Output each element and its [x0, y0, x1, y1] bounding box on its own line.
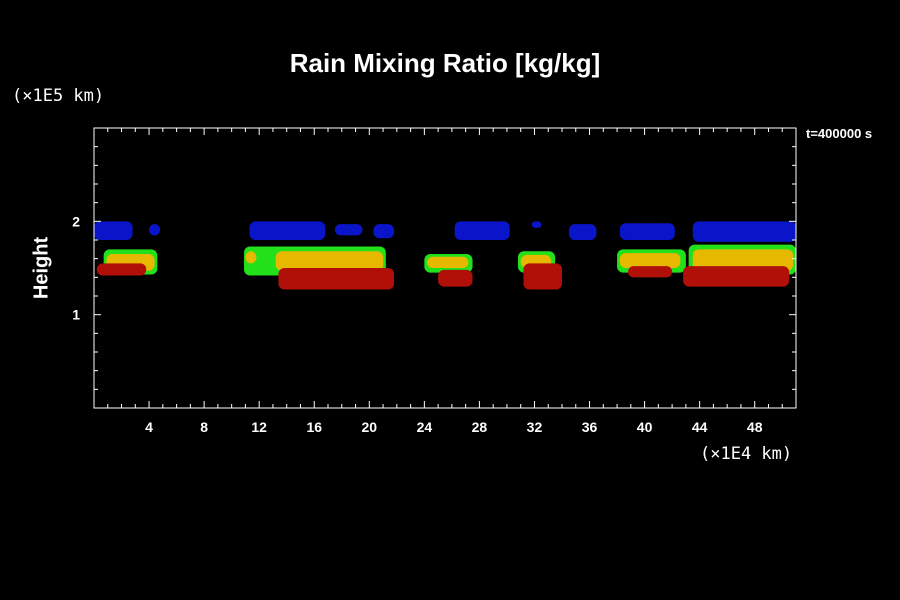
x-tick-label: 24 [417, 419, 433, 435]
contour-region-blue [94, 221, 133, 240]
contour-region-red [438, 269, 473, 287]
contour-region-yellow [275, 251, 384, 271]
x-axis-unit-label: (×1E4 km) [700, 444, 793, 464]
contour-region-blue [334, 224, 363, 236]
y-tick-label: 1 [72, 307, 80, 323]
contour-region-red [96, 263, 147, 276]
x-tick-label: 8 [200, 419, 208, 435]
contour-region-blue [249, 221, 326, 240]
contour-region-blue [619, 223, 675, 240]
contour-region-blue [149, 224, 161, 236]
x-tick-label: 28 [472, 419, 488, 435]
contour-region-yellow [619, 253, 681, 268]
y-axis-unit-label: (×1E5 km) [12, 86, 105, 106]
contour-region-blue [568, 224, 597, 240]
contour-region-blue [692, 221, 796, 242]
chart-marks [94, 221, 796, 290]
x-tick-label: 20 [362, 419, 378, 435]
axis-ticks [93, 128, 797, 408]
x-tick-label: 36 [582, 419, 598, 435]
x-tick-label: 12 [251, 419, 267, 435]
x-tick-label: 48 [747, 419, 763, 435]
contour-region-yellow [692, 249, 794, 271]
contour-region-blue [531, 221, 542, 228]
x-tick-label: 16 [306, 419, 322, 435]
x-tick-label: 40 [637, 419, 653, 435]
time-stamp-label: t=400000 s [806, 126, 873, 141]
plot-frame [93, 127, 797, 409]
contour-region-blue [373, 224, 395, 239]
contour-region-yellow [427, 256, 469, 268]
chart-title: Rain Mixing Ratio [kg/kg] [289, 48, 601, 78]
contour-region-red [628, 266, 673, 278]
contour-region-red [278, 268, 395, 290]
x-tick-label: 4 [145, 419, 153, 435]
y-tick-label: 2 [72, 213, 80, 229]
x-tick-label: 32 [527, 419, 543, 435]
contour-region-blue [454, 221, 510, 240]
contour-region-red [523, 263, 562, 290]
contour-region-yellow [245, 251, 257, 264]
contour-region-red [683, 266, 790, 287]
x-tick-label: 44 [692, 419, 708, 435]
